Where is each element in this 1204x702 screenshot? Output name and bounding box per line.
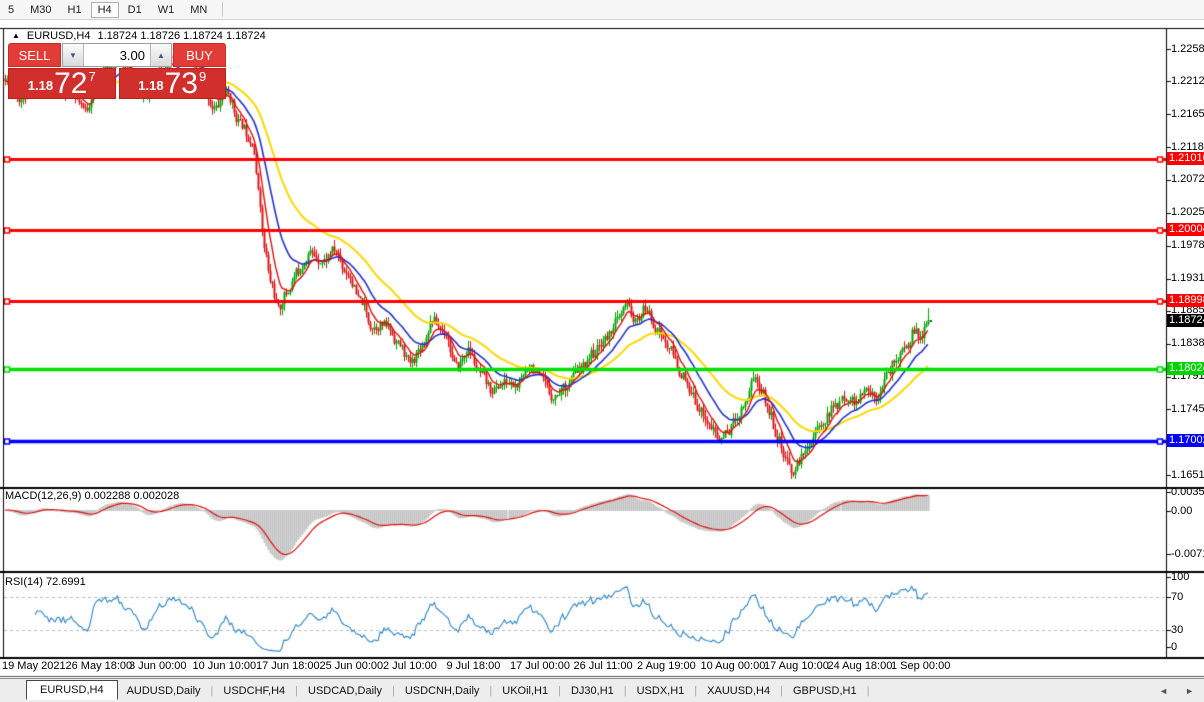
timeframe-button-mn[interactable]: MN bbox=[190, 3, 208, 16]
hline-price-label: 1.18024 bbox=[1167, 361, 1204, 375]
symbol-tab-bar: EURUSD,H4 AUDUSD,Daily | USDCHF,H4 | USDCAD,D… bbox=[0, 678, 1204, 702]
tab-usdx-h1[interactable]: USDX,H1 bbox=[636, 684, 685, 697]
time-axis-label: 26 May 18:00 bbox=[65, 660, 133, 672]
time-axis-label: 3 Jun 00:00 bbox=[129, 660, 187, 672]
chart-header: ▲ EURUSD,H4 1.18724 1.18726 1.18724 1.18… bbox=[12, 30, 266, 42]
timeframe-toolbar: 5 M30 H1 H4 D1 W1 MN bbox=[0, 0, 1204, 20]
chart-quotes: 1.18724 1.18726 1.18724 1.18724 bbox=[97, 30, 266, 42]
rsi-indicator-title: RSI(14) 72.6991 bbox=[5, 576, 86, 588]
time-axis-label: 25 Jun 00:00 bbox=[319, 660, 384, 672]
tab-xauusd-h4[interactable]: XAUUSD,H4 bbox=[707, 684, 771, 697]
buy-price-display[interactable]: 1.18 73 9 bbox=[118, 67, 226, 100]
time-axis-label: 26 Jul 11:00 bbox=[573, 660, 633, 672]
time-axis-label: 1 Sep 00:00 bbox=[891, 660, 951, 672]
tab-separator: | bbox=[694, 684, 698, 697]
timeframe-button-m30[interactable]: M30 bbox=[30, 3, 52, 16]
timeframe-button-w1[interactable]: W1 bbox=[157, 3, 175, 16]
tab-separator: | bbox=[295, 684, 298, 697]
collapse-icon[interactable]: ▲ bbox=[12, 31, 20, 40]
tab-separator: | bbox=[210, 684, 214, 697]
time-axis-label: 9 Jul 18:00 bbox=[446, 660, 501, 672]
time-axis-label: 10 Jun 10:00 bbox=[192, 660, 257, 672]
tab-separator: | bbox=[866, 684, 870, 697]
hline-price-label: 1.18998 bbox=[1167, 293, 1204, 307]
tab-scroll-left-button[interactable]: ◄ bbox=[1159, 685, 1169, 696]
up-arrow-icon: ▲ bbox=[157, 50, 165, 60]
tab-ukoil-h1[interactable]: UKOil,H1 bbox=[502, 684, 549, 697]
sell-price-prefix: 1.18 bbox=[27, 78, 54, 93]
timeframe-button-d1[interactable]: D1 bbox=[127, 3, 142, 16]
tab-audusd-daily[interactable]: AUDUSD,Daily bbox=[126, 684, 201, 697]
down-arrow-icon: ▼ bbox=[69, 50, 77, 60]
timeframe-button-h4[interactable]: H4 bbox=[90, 1, 119, 18]
price-axis-tick: 1.21180 bbox=[1171, 140, 1204, 153]
timeframe-button-h1[interactable]: H1 bbox=[67, 3, 82, 16]
time-axis-label: 2 Jul 10:00 bbox=[383, 660, 437, 672]
buy-price-prefix: 1.18 bbox=[138, 78, 164, 93]
volume-decrease-button[interactable]: ▼ bbox=[63, 44, 84, 66]
tab-dj30-h1[interactable]: DJ30,H1 bbox=[570, 684, 614, 697]
price-axis-tick: 1.17450 bbox=[1171, 402, 1204, 415]
price-axis-tick: 1.20250 bbox=[1171, 206, 1204, 219]
time-axis-label: 17 Aug 10:00 bbox=[764, 660, 829, 672]
price-axis-tick: 1.19310 bbox=[1171, 272, 1204, 285]
one-click-trade-panel: SELL ▼ 3.00 ▲ BUY 1.18 72 7 1.18 73 9 bbox=[8, 43, 226, 99]
sell-price-big: 72 bbox=[54, 67, 88, 100]
sell-price-sup: 7 bbox=[88, 69, 96, 84]
tab-separator: | bbox=[623, 684, 627, 697]
chart-symbol-title: EURUSD,H4 bbox=[26, 30, 91, 42]
volume-input[interactable]: 3.00 bbox=[84, 44, 150, 66]
macd-axis-tick: 0.003515 bbox=[1171, 485, 1204, 498]
time-axis-label: 17 Jul 00:00 bbox=[510, 660, 570, 672]
tab-gbpusd-h1[interactable]: GBPUSD,H1 bbox=[792, 684, 857, 697]
price-axis-tick: 1.18380 bbox=[1171, 337, 1204, 350]
price-axis-tick: 1.20720 bbox=[1171, 173, 1204, 186]
hline-price-label: 1.20004 bbox=[1167, 222, 1204, 236]
time-axis-label: 2 Aug 19:00 bbox=[637, 660, 696, 672]
timeframe-button-5[interactable]: 5 bbox=[8, 3, 15, 16]
rsi-axis-tick: 30 bbox=[1171, 623, 1184, 636]
time-axis-label: 10 Aug 00:00 bbox=[700, 660, 766, 672]
toolbar-separator bbox=[222, 2, 224, 17]
price-axis-tick: 1.18850 bbox=[1171, 304, 1204, 317]
tab-separator: | bbox=[558, 684, 561, 697]
macd-indicator-title: MACD(12,26,9) 0.002288 0.002028 bbox=[5, 490, 180, 502]
tab-usdcnh-daily[interactable]: USDCNH,Daily bbox=[404, 684, 480, 697]
price-axis-tick: 1.21650 bbox=[1171, 107, 1204, 120]
rsi-axis-tick: 70 bbox=[1171, 590, 1184, 603]
price-axis-tick: 1.22580 bbox=[1171, 42, 1204, 55]
buy-price-big: 73 bbox=[164, 67, 198, 100]
tab-separator: | bbox=[489, 684, 493, 697]
sell-button[interactable]: SELL bbox=[8, 43, 61, 67]
hline-price-label: 1.17002 bbox=[1167, 433, 1204, 447]
volume-spinner: ▼ 3.00 ▲ bbox=[62, 43, 172, 67]
price-axis-tick: 1.19780 bbox=[1171, 239, 1204, 252]
sell-price-display[interactable]: 1.18 72 7 bbox=[8, 68, 116, 99]
tab-separator: | bbox=[780, 684, 783, 697]
tab-separator: | bbox=[391, 684, 395, 697]
rsi-axis-tick: 0 bbox=[1171, 640, 1178, 653]
tab-eurusd-h4[interactable]: EURUSD,H4 bbox=[26, 679, 118, 700]
price-axis-tick: 1.22120 bbox=[1171, 74, 1204, 87]
time-axis-label: 24 Aug 18:00 bbox=[827, 660, 893, 672]
time-axis-label: 19 May 2021 bbox=[2, 660, 66, 672]
tab-usdcad-daily[interactable]: USDCAD,Daily bbox=[308, 684, 382, 697]
hline-price-label: 1.21010 bbox=[1167, 152, 1204, 166]
macd-axis-tick: 0.00 bbox=[1171, 504, 1193, 517]
price-axis-tick: 1.17910 bbox=[1171, 370, 1204, 383]
tab-usdchf-h4[interactable]: USDCHF,H4 bbox=[223, 684, 286, 697]
current-price-label: 1.18724 bbox=[1167, 313, 1204, 327]
tab-scroll-right-button[interactable]: ► bbox=[1185, 685, 1194, 696]
macd-axis-tick: -0.00717 bbox=[1171, 547, 1204, 560]
tab-scroll-arrows: ◄ ► bbox=[1159, 686, 1194, 696]
buy-button[interactable]: BUY bbox=[173, 43, 226, 67]
buy-price-sup: 9 bbox=[198, 69, 207, 84]
volume-increase-button[interactable]: ▲ bbox=[150, 44, 171, 66]
time-axis-label: 17 Jun 18:00 bbox=[256, 660, 320, 672]
rsi-axis-tick: 100 bbox=[1171, 570, 1190, 583]
